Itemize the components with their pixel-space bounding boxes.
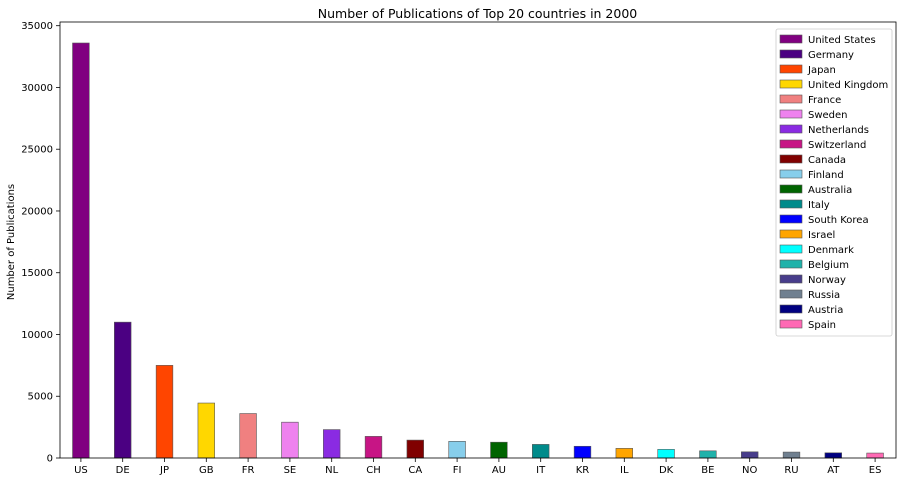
legend-swatch xyxy=(780,170,802,178)
chart-title: Number of Publications of Top 20 countri… xyxy=(318,6,638,21)
y-tick-label: 35000 xyxy=(21,21,53,32)
legend: United States Germany Japan United Kingdom F… xyxy=(776,29,892,336)
bar-us xyxy=(73,43,90,458)
bar-at xyxy=(825,453,842,458)
x-tick-label: ES xyxy=(869,465,882,476)
legend-label: France xyxy=(808,95,841,106)
y-axis-label: Number of Publications xyxy=(6,184,17,300)
legend-label: Italy xyxy=(808,200,830,211)
bar-kr xyxy=(574,446,591,458)
bar-de xyxy=(114,322,131,458)
bar-fr xyxy=(240,414,257,458)
x-tick-label: CA xyxy=(408,465,422,476)
legend-swatch xyxy=(780,140,802,148)
bar-au xyxy=(491,442,508,458)
legend-label: United States xyxy=(808,35,876,46)
legend-label: Germany xyxy=(808,50,854,61)
x-tick-label: IT xyxy=(536,465,546,476)
y-tick-label: 15000 xyxy=(21,268,53,279)
legend-label: United Kingdom xyxy=(808,80,888,91)
x-tick-label: JP xyxy=(159,465,169,476)
legend-label: Canada xyxy=(808,155,846,166)
x-tick-label: KR xyxy=(576,465,590,476)
legend-swatch xyxy=(780,125,802,133)
x-tick-label: BE xyxy=(701,465,714,476)
legend-label: Spain xyxy=(808,320,836,331)
legend-label: Israel xyxy=(808,230,835,241)
x-tick-label: SE xyxy=(284,465,297,476)
y-tick-label: 20000 xyxy=(21,206,53,217)
bar-it xyxy=(532,444,549,458)
x-tick-label: DK xyxy=(659,465,674,476)
legend-swatch xyxy=(780,65,802,73)
x-tick-label: AU xyxy=(492,465,506,476)
x-tick-label: DE xyxy=(116,465,130,476)
legend-swatch xyxy=(780,185,802,193)
legend-swatch xyxy=(780,35,802,43)
bar-be xyxy=(700,451,717,458)
bar-se xyxy=(282,422,299,458)
legend-swatch xyxy=(780,95,802,103)
plot-frame xyxy=(60,22,896,458)
legend-label: Japan xyxy=(807,65,836,76)
x-tick-label: CH xyxy=(366,465,381,476)
x-tick-label: RU xyxy=(784,465,798,476)
legend-label: Finland xyxy=(808,170,844,181)
bar-ru xyxy=(783,452,800,458)
legend-label: Russia xyxy=(808,290,840,301)
bar-nl xyxy=(323,430,340,458)
legend-label: Norway xyxy=(808,275,846,286)
legend-swatch xyxy=(780,275,802,283)
bar-il xyxy=(616,448,633,458)
bar-no xyxy=(741,452,758,458)
y-tick-label: 10000 xyxy=(21,330,53,341)
legend-swatch xyxy=(780,260,802,268)
legend-swatch xyxy=(780,230,802,238)
legend-label: Switzerland xyxy=(808,140,866,151)
x-tick-label: FR xyxy=(242,465,255,476)
x-tick-label: GB xyxy=(199,465,214,476)
y-tick-label: 0 xyxy=(47,454,53,465)
bar-gb xyxy=(198,403,215,458)
y-tick-label: 5000 xyxy=(28,392,53,403)
legend-label: Denmark xyxy=(808,245,854,256)
legend-swatch xyxy=(780,50,802,58)
legend-swatch xyxy=(780,305,802,313)
x-tick-label: FI xyxy=(453,465,462,476)
plot-area: 0 5000 10000 15000 20000 25000 30000 35000 US DE J… xyxy=(21,21,896,476)
x-tick-label: AT xyxy=(827,465,840,476)
legend-swatch xyxy=(780,200,802,208)
y-tick-label: 30000 xyxy=(21,83,53,94)
legend-label: Australia xyxy=(808,185,852,196)
legend-label: Belgium xyxy=(808,260,849,271)
bar-ch xyxy=(365,436,382,458)
x-tick-label: IL xyxy=(620,465,629,476)
bar-dk xyxy=(658,449,675,458)
legend-swatch xyxy=(780,290,802,298)
bar-fi xyxy=(449,441,466,458)
legend-swatch xyxy=(780,110,802,118)
x-tick-label: US xyxy=(74,465,88,476)
legend-swatch xyxy=(780,155,802,163)
bar-ca xyxy=(407,440,424,458)
legend-label: Sweden xyxy=(808,110,848,121)
legend-swatch xyxy=(780,80,802,88)
legend-swatch xyxy=(780,245,802,253)
legend-label: South Korea xyxy=(808,215,869,226)
bar-es xyxy=(867,453,884,458)
bar-jp xyxy=(156,365,173,458)
y-tick-label: 25000 xyxy=(21,145,53,156)
legend-swatch xyxy=(780,320,802,328)
legend-label: Austria xyxy=(808,305,843,316)
legend-label: Netherlands xyxy=(808,125,869,136)
legend-swatch xyxy=(780,215,802,223)
x-tick-label: NO xyxy=(742,465,757,476)
x-tick-label: NL xyxy=(325,465,338,476)
